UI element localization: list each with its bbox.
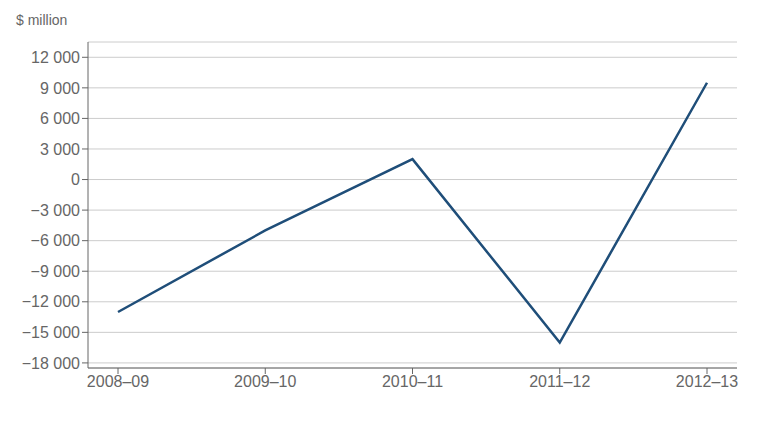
- svg-text:−12 000: −12 000: [22, 293, 80, 310]
- svg-text:−15 000: −15 000: [22, 324, 80, 341]
- svg-text:−6 000: −6 000: [31, 232, 80, 249]
- svg-text:2011–12: 2011–12: [529, 373, 590, 390]
- svg-text:6 000: 6 000: [40, 110, 80, 127]
- svg-text:12 000: 12 000: [31, 49, 80, 66]
- svg-text:9 000: 9 000: [40, 80, 80, 97]
- svg-text:−18 000: −18 000: [22, 355, 80, 372]
- svg-text:3 000: 3 000: [40, 141, 80, 158]
- svg-text:2012–13: 2012–13: [676, 373, 738, 390]
- svg-text:0: 0: [71, 171, 80, 188]
- svg-text:2010–11: 2010–11: [382, 373, 443, 390]
- svg-text:−3 000: −3 000: [31, 202, 80, 219]
- svg-text:2008–09: 2008–09: [87, 373, 149, 390]
- svg-text:−9 000: −9 000: [31, 263, 80, 280]
- html-text:$ million: $ million: [16, 12, 68, 28]
- svg-text:2009–10: 2009–10: [234, 373, 296, 390]
